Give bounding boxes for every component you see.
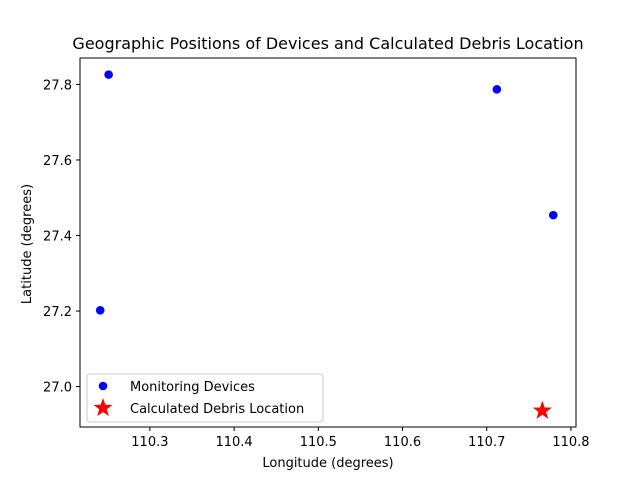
y-axis-label: Latitude (degrees) — [20, 184, 35, 304]
device-point — [95, 305, 105, 315]
legend: Monitoring Devices Calculated Debris Loca… — [86, 373, 324, 423]
x-tick-label: 110.5 — [300, 435, 337, 450]
y-tick-label: 27.8 — [43, 78, 72, 93]
x-tick-label: 110.8 — [552, 435, 589, 450]
device-point — [548, 210, 558, 220]
legend-label: Calculated Debris Location — [130, 402, 304, 417]
legend-box — [86, 373, 324, 423]
plot-area — [79, 57, 577, 428]
legend-circle-marker — [98, 381, 108, 391]
x-axis-label: Longitude (degrees) — [262, 456, 393, 471]
x-tick-label: 110.3 — [131, 435, 168, 450]
y-tick-label: 27.2 — [43, 305, 72, 320]
device-point — [492, 85, 502, 94]
legend-star-marker — [93, 398, 113, 417]
x-tick-label: 110.7 — [468, 435, 505, 450]
y-tick-label: 27.0 — [43, 381, 72, 396]
chart-title: Geographic Positions of Devices and Calc… — [72, 34, 583, 53]
device-point — [104, 70, 113, 79]
y-tick-label: 27.6 — [43, 154, 72, 169]
x-tick-label: 110.6 — [384, 435, 421, 450]
plot-frame — [79, 57, 577, 428]
x-tick-label: 110.4 — [215, 435, 252, 450]
y-axis-ticks: 27.0 27.2 27.4 27.6 27.8 — [43, 78, 80, 396]
y-tick-label: 27.4 — [43, 230, 72, 245]
legend-label: Monitoring Devices — [130, 380, 255, 395]
x-axis-ticks: 110.3 110.4 110.5 110.6 110.7 110.8 — [131, 427, 590, 450]
debris-location-point — [532, 400, 552, 419]
